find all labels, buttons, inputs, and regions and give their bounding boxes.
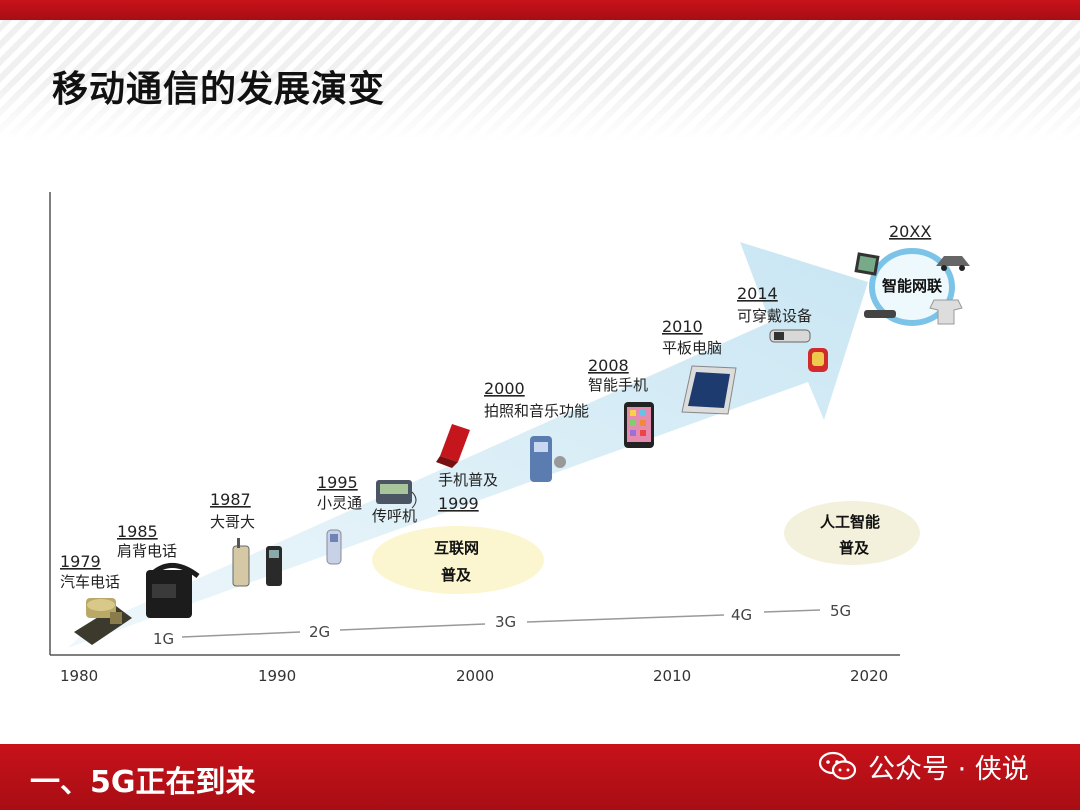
bubble-line2: 普及 [839,539,870,557]
ai-bubble [784,501,920,565]
shoulder-phone-icon [146,563,200,618]
generation-label: 4G [731,606,752,624]
generation-label: 3G [495,613,516,631]
bubble-line2: 普及 [441,566,472,584]
brick-phone-icon [232,538,282,587]
bubble-line1: 人工智能 [820,513,880,531]
milestone-label: 智能手机 [588,376,648,394]
watermark: 公众号 · 侠说 [818,750,1029,785]
axis-year: 1990 [258,667,296,685]
generation-line [181,631,301,638]
top-red-bar [0,0,1080,20]
flip-phone-icon [436,424,470,468]
axis-year: 2010 [653,667,691,685]
milestone-label: 汽车电话 [60,573,120,591]
wechat-icon [818,751,857,780]
milestone-label: 大哥大 [210,513,255,531]
milestone-year: 1999 [438,494,479,513]
milestone-year: 1979 [60,552,101,571]
iot-cluster-icon [854,248,970,326]
generation-line [526,614,725,623]
milestone-label: 小灵通 [317,494,362,512]
bubble-line1: 互联网 [434,539,479,557]
evolution-diagram: 1980 1990 2000 2010 2020 1G 2G 3G 4G 5G … [49,192,970,685]
bottom-red-bar [0,744,1080,810]
generation-label: 2G [309,623,330,641]
pager-icon [376,480,417,509]
music-phone-icon [530,436,566,482]
milestone-year: 1987 [210,490,251,509]
header-stripes [0,20,1080,140]
milestone-year: 2010 [662,317,703,336]
axis-year: 2020 [850,667,888,685]
milestone-year: 1985 [117,522,158,541]
wearables-icon [769,329,828,372]
milestone-label: 肩背电话 [117,542,177,560]
axis-year: 2000 [456,667,494,685]
milestone-label: 可穿戴设备 [737,307,812,325]
milestone-year: 2014 [737,284,778,303]
axis-year: 1980 [60,667,98,685]
milestone-label: 平板电脑 [662,339,722,357]
generation-line [763,609,821,613]
section-label: 一、5G正在到来 [30,765,256,800]
milestone-year: 1995 [317,473,358,492]
milestone-label: 手机普及 [438,471,498,489]
internet-bubble [372,526,544,594]
car-phone-icon [74,598,132,645]
generation-line [339,623,486,631]
watermark-text: 公众号 · 侠说 [868,753,1029,785]
page-title: 移动通信的发展演变 [52,69,386,110]
phs-phone-icon [326,529,342,565]
milestone-year: 2008 [588,356,629,375]
milestone-label: 传呼机 [372,507,417,525]
smartphone-icon [624,402,654,448]
tablet-icon [681,365,737,415]
generation-label: 1G [153,630,174,648]
milestone-label: 智能网联 [882,277,943,295]
milestone-label: 拍照和音乐功能 [484,402,589,420]
milestone-year: 20XX [889,222,931,241]
generation-label: 5G [830,602,851,620]
milestone-year: 2000 [484,379,525,398]
